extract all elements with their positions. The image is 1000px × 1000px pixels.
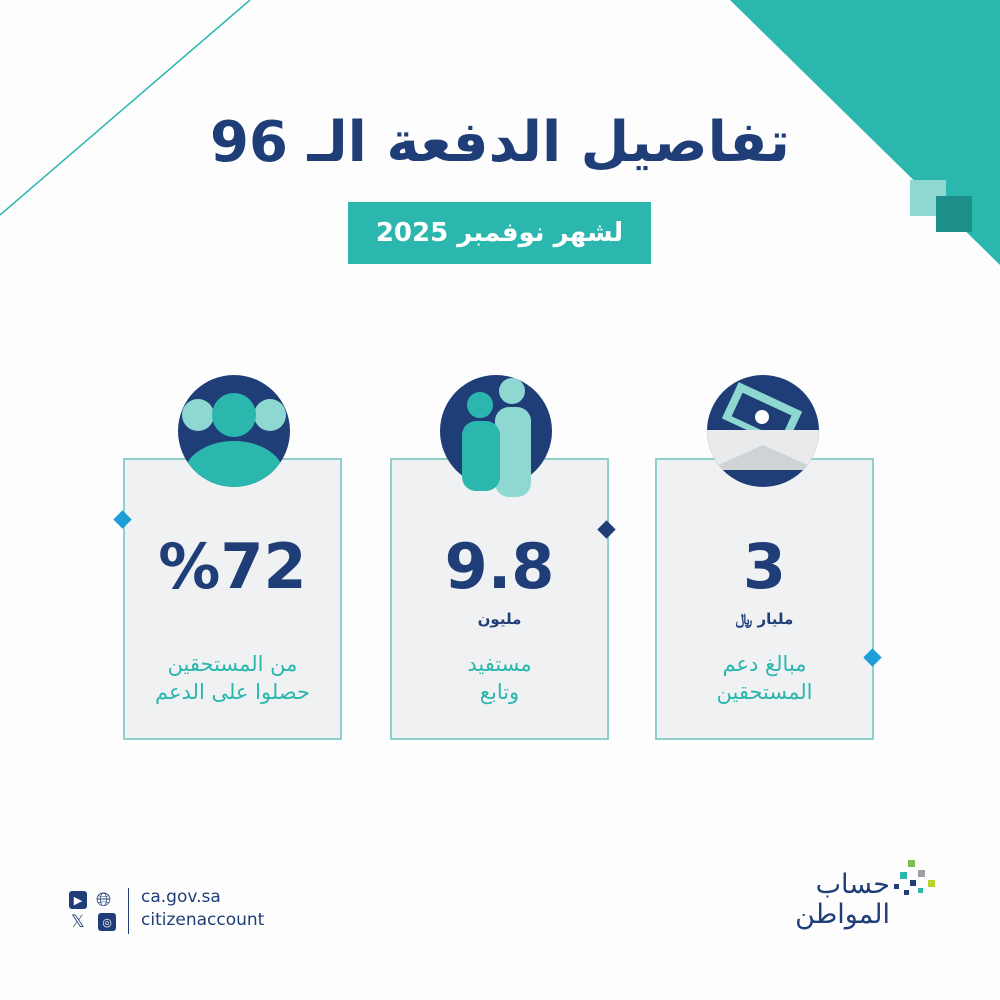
youtube-icon[interactable]: ▶: [69, 891, 87, 909]
stat-unit: مليار ﷼: [735, 610, 794, 628]
money-envelope-icon: [707, 375, 819, 487]
social-handle[interactable]: citizenaccount: [141, 910, 265, 930]
stat-value: %72: [158, 530, 307, 603]
card-percentage: %72 من المستحقين حصلوا على الدعم: [123, 458, 342, 740]
divider: [128, 888, 129, 934]
instagram-icon[interactable]: ◎: [98, 913, 116, 931]
group-icon: [178, 375, 290, 487]
card-support-amount: 3 مليار ﷼ مبالغ دعم المستحقين: [655, 458, 874, 740]
website-link[interactable]: ca.gov.sa: [141, 887, 221, 907]
stat-unit: مليون: [477, 610, 522, 628]
stat-value: 3: [742, 530, 787, 603]
card-beneficiaries: 9.8 مليون مستفيد وتابع: [390, 458, 609, 740]
globe-icon[interactable]: 🌐︎: [96, 889, 112, 911]
x-icon[interactable]: 𝕏: [71, 912, 85, 932]
stat-description: من المستحقين حصلوا على الدعم: [155, 652, 310, 704]
stat-value: 9.8: [444, 530, 555, 603]
stat-description: مبالغ دعم المستحقين: [716, 652, 813, 704]
people-icon: [440, 375, 552, 497]
page-title: تفاصيل الدفعة الـ 96: [210, 110, 790, 175]
logo-dots-icon: [894, 860, 935, 895]
stat-description: مستفيد وتابع: [467, 652, 532, 704]
citizen-account-logo: حساب المواطن: [795, 869, 890, 930]
subtitle-badge: لشهر نوفمبر 2025: [348, 202, 651, 264]
